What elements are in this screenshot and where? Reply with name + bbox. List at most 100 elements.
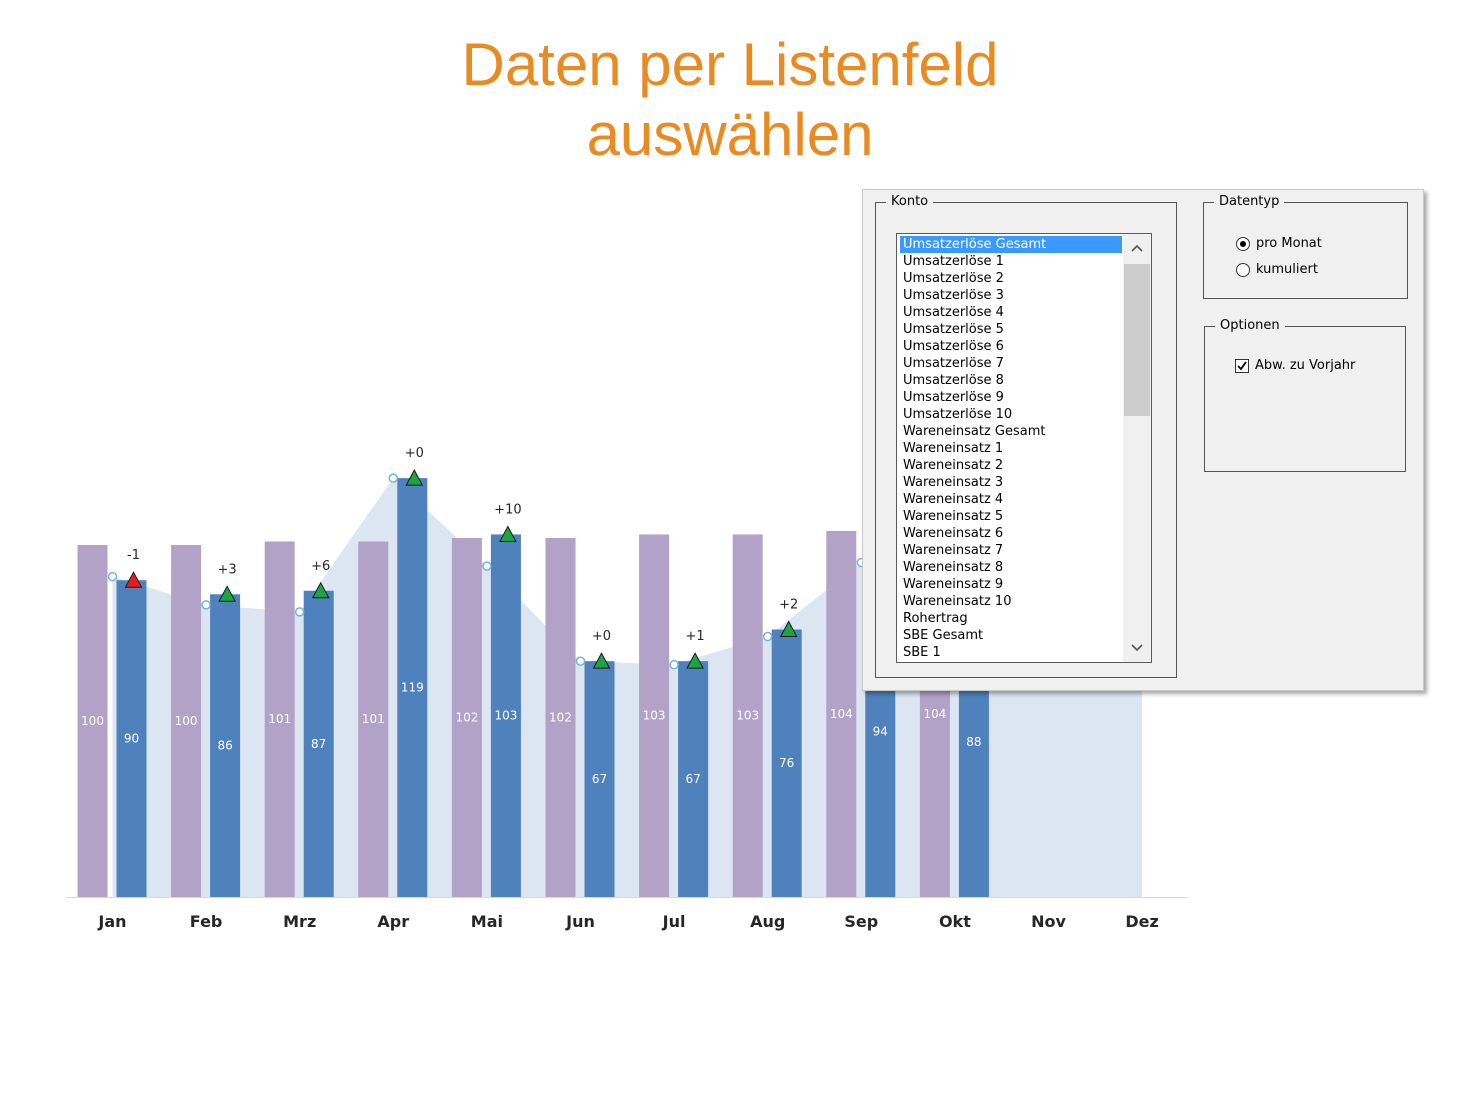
konto-list-item[interactable]: SBE Gesamt xyxy=(903,628,984,643)
page-title: Daten per Listenfeld auswählen xyxy=(0,30,1460,170)
bar-plan-value: 103 xyxy=(736,709,759,723)
x-tick-label: Jul xyxy=(662,912,686,931)
bar-plan xyxy=(732,534,763,897)
bar-plan xyxy=(77,545,108,897)
konto-list-item[interactable]: Umsatzerlöse 8 xyxy=(903,373,1004,388)
konto-list-item[interactable]: Umsatzerlöse 2 xyxy=(903,271,1004,286)
konto-list-item[interactable]: Umsatzerlöse 5 xyxy=(903,322,1004,337)
x-tick-label: Aug xyxy=(750,912,785,931)
konto-list-item[interactable]: Umsatzerlöse 1 xyxy=(903,254,1004,269)
x-tick-label: Dez xyxy=(1125,912,1158,931)
deviation-label: +10 xyxy=(494,502,521,517)
radio-checked-icon[interactable] xyxy=(1236,236,1250,251)
bar-plan-value: 104 xyxy=(830,707,853,721)
konto-list-item[interactable]: SBE 1 xyxy=(903,645,941,660)
bar-plan-value: 100 xyxy=(175,714,198,728)
deviation-up-icon xyxy=(499,525,517,542)
konto-list-item[interactable]: Umsatzerlöse 9 xyxy=(903,390,1004,405)
checkbox-checked-icon[interactable] xyxy=(1235,358,1249,373)
bar-actual-value: 76 xyxy=(779,756,794,770)
bar-plan-value: 103 xyxy=(643,709,666,723)
bar-actual xyxy=(490,534,521,897)
bar-plan-value: 104 xyxy=(923,707,946,721)
bar-actual xyxy=(397,478,428,897)
konto-list-item[interactable]: Wareneinsatz 3 xyxy=(903,475,1004,490)
scroll-up-arrow-icon[interactable] xyxy=(1123,234,1151,262)
konto-list-item[interactable]: Wareneinsatz 2 xyxy=(903,458,1004,473)
bar-actual xyxy=(303,590,334,897)
konto-legend: Konto xyxy=(886,193,934,211)
konto-list-item[interactable]: Wareneinsatz 7 xyxy=(903,543,1004,558)
previous-year-marker xyxy=(762,631,773,642)
konto-list-item[interactable]: Umsatzerlöse Gesamt xyxy=(900,236,1122,253)
optionen-legend: Optionen xyxy=(1215,317,1285,335)
bar-plan xyxy=(826,530,857,897)
x-tick-label: Apr xyxy=(377,912,409,931)
bar-actual-value: 88 xyxy=(966,735,981,749)
listbox-scrollbar[interactable] xyxy=(1123,234,1151,662)
deviation-label: +2 xyxy=(779,597,798,612)
checkbox-abw-vorjahr[interactable]: Abw. zu Vorjahr xyxy=(1235,358,1355,373)
bar-plan-value: 101 xyxy=(268,712,291,726)
konto-list-item[interactable]: Wareneinsatz 6 xyxy=(903,526,1004,541)
bar-plan xyxy=(171,545,202,897)
konto-list-item[interactable]: Wareneinsatz 10 xyxy=(903,594,1012,609)
konto-listbox[interactable]: Umsatzerlöse Gesamt Umsatzerlöse 1 Umsatze… xyxy=(896,233,1152,663)
x-tick-label: Sep xyxy=(844,912,878,931)
bar-actual xyxy=(116,580,147,897)
bar-actual-value: 87 xyxy=(311,737,326,751)
previous-year-marker xyxy=(669,659,679,670)
konto-list-item[interactable]: Umsatzerlöse 10 xyxy=(903,407,1013,422)
konto-list-item[interactable]: Umsatzerlöse 3 xyxy=(903,288,1004,303)
x-tick-label: Jun xyxy=(565,912,595,931)
x-tick-label: Okt xyxy=(939,912,971,931)
bar-plan-value: 100 xyxy=(81,714,104,728)
scroll-down-arrow-icon[interactable] xyxy=(1123,634,1151,662)
bar-actual xyxy=(771,629,802,897)
konto-list-item[interactable]: Umsatzerlöse 7 xyxy=(903,356,1004,371)
deviation-label: -1 xyxy=(127,548,140,563)
radio-unchecked-icon[interactable] xyxy=(1236,262,1250,277)
konto-list-item[interactable]: Wareneinsatz 5 xyxy=(903,509,1004,524)
bar-actual-value: 67 xyxy=(685,772,700,786)
konto-list-item[interactable]: Umsatzerlöse 6 xyxy=(903,339,1004,354)
label-layer: 100 90 100 86 101 87 101 119 102 103 102 67 103 67 103… xyxy=(81,446,1159,931)
bar-actual-value: 119 xyxy=(401,681,424,695)
bar-actual xyxy=(210,594,241,897)
radio-kumuliert[interactable]: kumuliert xyxy=(1236,262,1318,277)
konto-list-item[interactable]: Wareneinsatz 1 xyxy=(903,441,1004,456)
deviation-up-icon xyxy=(779,620,798,637)
x-tick-label: Mai xyxy=(471,912,503,931)
previous-year-marker xyxy=(388,473,399,483)
checkbox-abw-vorjahr-label: Abw. zu Vorjahr xyxy=(1255,358,1356,373)
x-tick-label: Mrz xyxy=(283,912,316,931)
deviation-label: +0 xyxy=(592,629,611,644)
deviation-label: +3 xyxy=(218,562,237,577)
deviation-up-icon xyxy=(592,652,611,669)
konto-list-item[interactable]: Wareneinsatz Gesamt xyxy=(903,424,1046,439)
marker-layer xyxy=(107,469,867,670)
previous-year-marker xyxy=(294,607,305,617)
radio-pro-monat[interactable]: pro Monat xyxy=(1236,236,1322,251)
bar-plan xyxy=(358,541,389,897)
datentyp-group: Datentyp pro Monat kumuliert xyxy=(1203,193,1408,299)
title-line-2: auswählen xyxy=(586,101,874,168)
deviation-up-icon xyxy=(218,585,236,602)
scroll-thumb[interactable] xyxy=(1124,264,1150,416)
bar-actual-value: 94 xyxy=(873,725,888,739)
konto-list-item[interactable]: Wareneinsatz 8 xyxy=(903,560,1004,575)
radio-pro-monat-label: pro Monat xyxy=(1256,236,1322,251)
konto-list-item[interactable]: Umsatzerlöse 4 xyxy=(903,305,1004,320)
bar-actual xyxy=(678,661,709,897)
previous-year-marker xyxy=(201,600,211,610)
konto-list-item[interactable]: Wareneinsatz 9 xyxy=(903,577,1004,592)
bar-chart: 100 90 100 86 101 87 101 119 102 103 102 67 103 67 103… xyxy=(66,446,1188,931)
konto-list-item[interactable]: Rohertrag xyxy=(903,611,968,626)
konto-list-item[interactable]: Wareneinsatz 4 xyxy=(903,492,1004,507)
bar-plan xyxy=(264,541,295,897)
deviation-label: +1 xyxy=(686,629,705,644)
previous-year-marker xyxy=(482,561,492,571)
bar-actual-value: 90 xyxy=(124,732,139,746)
